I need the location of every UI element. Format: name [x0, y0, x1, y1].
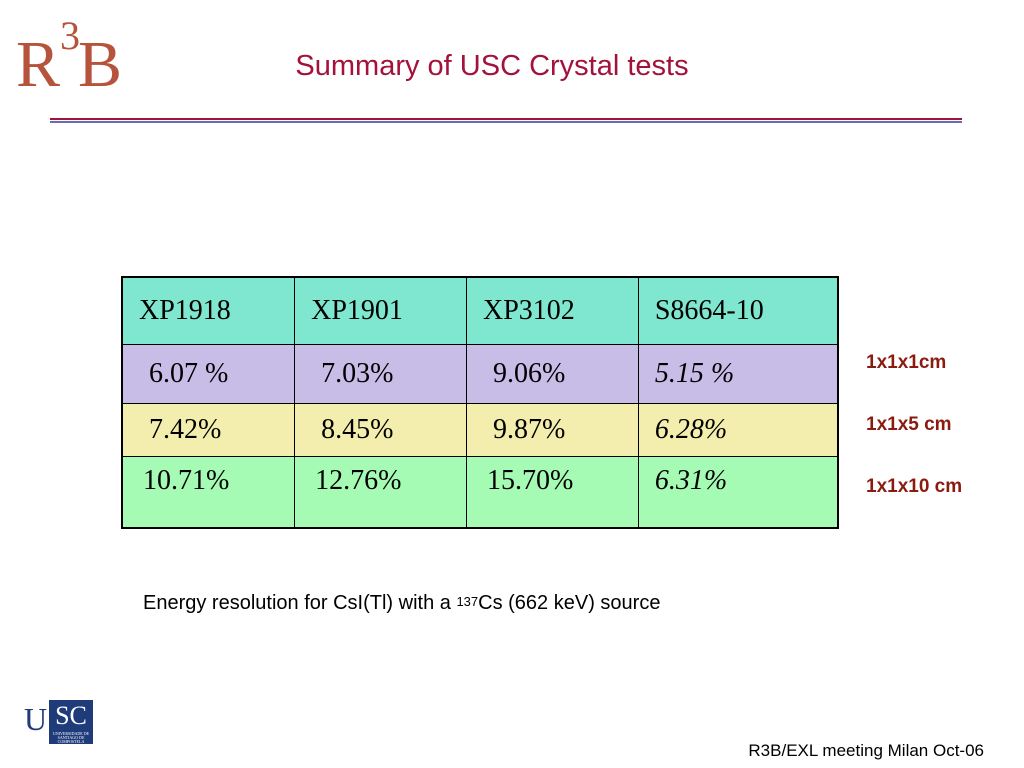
table-cell: 6.31% [637, 456, 839, 529]
usc-logo-u: U [24, 701, 48, 737]
table-cell: 6.28% [637, 403, 839, 457]
table-caption: Energy resolution for CsI(Tl) with a 137… [143, 592, 661, 614]
size-label-row2: 1x1x5 cm [866, 414, 952, 435]
header-cell: XP1918 [121, 276, 296, 345]
logo-letter-r: R [16, 28, 61, 101]
title-divider-bottom [50, 121, 962, 123]
r3b-logo: R 3 B [16, 14, 134, 100]
usc-logo-tagline: UNIVERSIDADE DE SANTIAGO DE COMPOSTELA [52, 731, 90, 744]
footer-text: R3B/EXL meeting Milan Oct-06 [748, 741, 984, 760]
table-cell: 9.87% [465, 403, 639, 457]
table-cell: 8.45% [294, 403, 467, 457]
header-cell: XP1901 [294, 276, 467, 345]
table-cell: 6.07 % [121, 344, 296, 404]
title-divider-top [50, 118, 962, 120]
logo-superscript-3: 3 [60, 13, 80, 58]
table-row: 7.42% 8.45% 9.87% 6.28% [121, 403, 839, 457]
header-row: XP1918 XP1901 XP3102 S8664-10 [121, 276, 839, 345]
header-cell: XP3102 [465, 276, 639, 345]
table-cell: 7.03% [294, 344, 467, 404]
usc-logo-box: SC UNIVERSIDADE DE SANTIAGO DE COMPOSTEL… [49, 700, 93, 744]
usc-logo: U SC UNIVERSIDADE DE SANTIAGO DE COMPOST… [24, 699, 94, 745]
slide-title: Summary of USC Crystal tests [295, 50, 689, 82]
size-label-row1: 1x1x1cm [866, 352, 947, 373]
results-table: XP1918 XP1901 XP3102 S8664-10 6.07 % 7.0… [121, 276, 839, 529]
logo-letter-b: B [78, 28, 123, 101]
table-row: 6.07 % 7.03% 9.06% 5.15 % [121, 344, 839, 404]
table-cell: 9.06% [465, 344, 639, 404]
table-cell: 5.15 % [637, 344, 839, 404]
table-cell: 12.76% [294, 456, 467, 529]
usc-logo-sc: SC [55, 701, 87, 730]
table-cell: 15.70% [465, 456, 639, 529]
isotope-mass-number: 137 [456, 594, 479, 609]
table-row: 10.71% 12.76% 15.70% 6.31% [121, 456, 839, 529]
size-label-row3: 1x1x10 cm [866, 476, 963, 497]
table-cell: 7.42% [121, 403, 296, 457]
header-cell: S8664-10 [637, 276, 839, 345]
table-cell: 10.71% [121, 456, 296, 529]
